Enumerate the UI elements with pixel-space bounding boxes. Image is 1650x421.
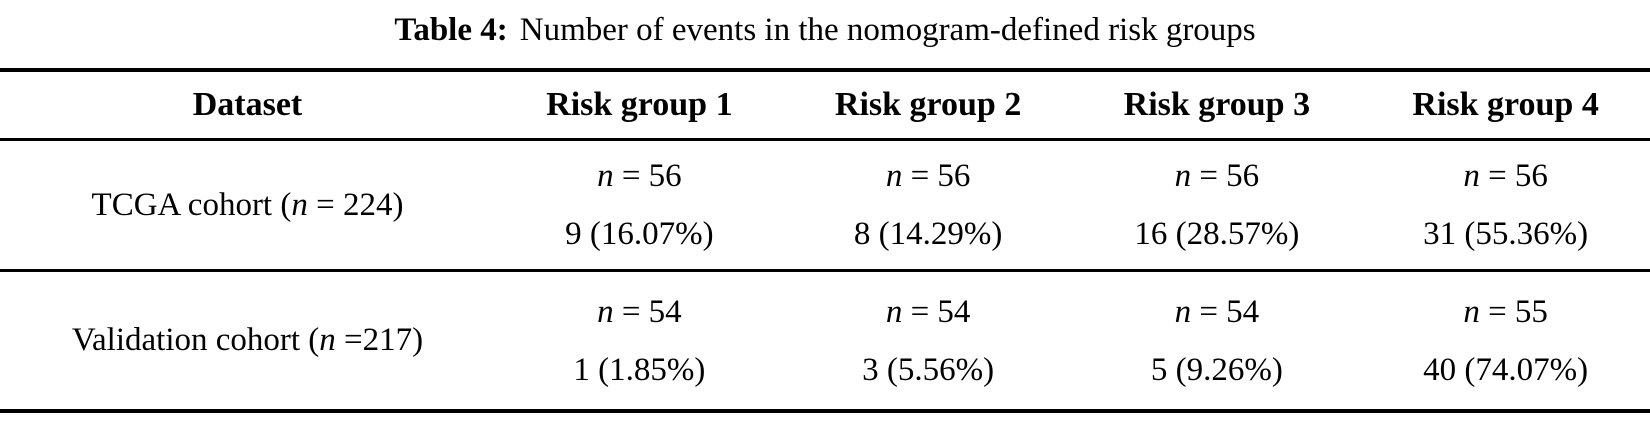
risk-group-4-cell: n = 56 31 (55.36%) bbox=[1361, 147, 1650, 263]
group-size-line: n = 56 bbox=[1361, 147, 1650, 205]
dataset-label-prefix: TCGA cohort ( bbox=[91, 186, 292, 223]
events-line: 1 (1.85%) bbox=[573, 351, 706, 388]
table-caption: Table 4: Number of events in the nomogram… bbox=[0, 0, 1650, 68]
events-line: 31 (55.36%) bbox=[1423, 216, 1589, 252]
n-variable: n bbox=[597, 293, 614, 330]
risk-group-3-cell: n = 56 16 (28.57%) bbox=[1073, 147, 1362, 263]
n-value: = 56 bbox=[902, 158, 971, 194]
column-header-risk-group-2: Risk group 2 bbox=[834, 86, 1022, 123]
n-variable: n bbox=[1463, 293, 1480, 330]
dataset-cell: Validation cohort (n =217) bbox=[0, 322, 495, 359]
top-rule bbox=[0, 68, 1650, 72]
column-header-dataset: Dataset bbox=[192, 86, 303, 123]
n-value: = 55 bbox=[1479, 293, 1548, 330]
events-line: 3 (5.56%) bbox=[862, 351, 995, 388]
table-row-validation: Validation cohort (n =217) n = 54 1 (1.8… bbox=[0, 272, 1650, 409]
column-header-risk-group-3: Risk group 3 bbox=[1123, 86, 1311, 123]
dataset-label-suffix: =217) bbox=[335, 322, 424, 358]
group-size-line: n = 56 bbox=[1073, 147, 1362, 205]
dataset-label-prefix: Validation cohort ( bbox=[71, 322, 320, 358]
header-rule bbox=[0, 138, 1650, 141]
group-size-line: n = 54 bbox=[495, 283, 784, 341]
n-value: = 54 bbox=[902, 293, 971, 330]
events-line: 8 (14.29%) bbox=[853, 216, 1003, 252]
table-caption-label: Table 4: bbox=[394, 12, 508, 48]
n-value: = 56 bbox=[613, 158, 682, 194]
n-variable: n bbox=[1174, 158, 1192, 194]
n-variable: n bbox=[597, 158, 614, 194]
risk-group-1-cell: n = 54 1 (1.85%) bbox=[495, 283, 784, 399]
group-size-line: n = 56 bbox=[784, 147, 1073, 205]
risk-group-4-cell: n = 55 40 (74.07%) bbox=[1361, 283, 1650, 399]
mid-rule bbox=[0, 269, 1650, 272]
events-line: 16 (28.57%) bbox=[1134, 216, 1300, 252]
risk-group-1-cell: n = 56 9 (16.07%) bbox=[495, 147, 784, 263]
column-header-risk-group-1: Risk group 1 bbox=[546, 86, 733, 123]
risk-group-2-cell: n = 56 8 (14.29%) bbox=[784, 147, 1073, 263]
column-header-risk-group-4: Risk group 4 bbox=[1412, 86, 1599, 123]
risk-group-3-cell: n = 54 5 (9.26%) bbox=[1073, 283, 1362, 399]
risk-group-2-cell: n = 54 3 (5.56%) bbox=[784, 283, 1073, 399]
n-variable: n bbox=[1463, 158, 1480, 194]
events-line: 5 (9.26%) bbox=[1150, 351, 1283, 388]
n-value: = 54 bbox=[1191, 293, 1260, 330]
dataset-n-variable: n bbox=[319, 322, 336, 358]
dataset-label-suffix: = 224) bbox=[307, 186, 404, 223]
bottom-rule bbox=[0, 409, 1650, 413]
n-variable: n bbox=[1174, 293, 1192, 330]
group-size-line: n = 54 bbox=[784, 283, 1073, 341]
table-caption-text: Number of events in the nomogram-defined… bbox=[519, 12, 1256, 48]
events-line: 9 (16.07%) bbox=[565, 216, 714, 252]
events-line: 40 (74.07%) bbox=[1423, 351, 1589, 388]
dataset-cell: TCGA cohort (n = 224) bbox=[0, 187, 495, 224]
n-variable: n bbox=[885, 293, 903, 330]
dataset-n-variable: n bbox=[291, 186, 308, 223]
group-size-line: n = 55 bbox=[1361, 283, 1650, 341]
n-value: = 56 bbox=[1191, 158, 1260, 194]
n-variable: n bbox=[885, 158, 903, 194]
group-size-line: n = 54 bbox=[1073, 283, 1362, 341]
n-value: = 54 bbox=[613, 293, 682, 330]
n-value: = 56 bbox=[1479, 158, 1548, 194]
header-row: Dataset Risk group 1 Risk group 2 Risk g… bbox=[0, 72, 1650, 138]
table-row-tcga: TCGA cohort (n = 224) n = 56 9 (16.07%) … bbox=[0, 141, 1650, 269]
group-size-line: n = 56 bbox=[495, 147, 784, 205]
